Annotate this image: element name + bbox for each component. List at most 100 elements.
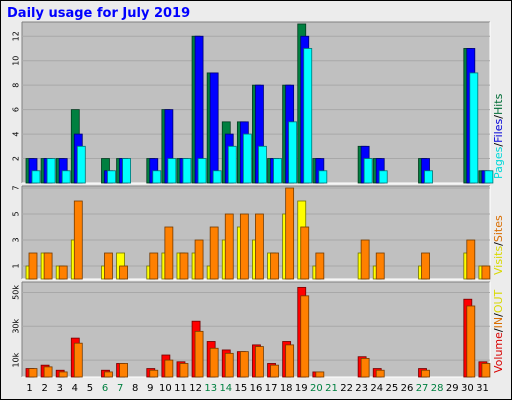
legend-entry: / [492, 328, 505, 332]
bar-sites [360, 239, 370, 280]
bar-in [58, 371, 68, 378]
bar-pages [31, 170, 41, 184]
x-tick-label: 3 [57, 383, 63, 394]
bar-sites [224, 213, 234, 280]
bar-pages [197, 158, 207, 184]
bar-files [209, 72, 219, 184]
x-tick-label: 16 [250, 383, 263, 394]
legend-entry: Volume [492, 332, 505, 373]
x-tick-label: 4 [72, 383, 78, 394]
x-tick-label: 19 [295, 383, 308, 394]
bar-sites [164, 226, 174, 280]
bar-pages [167, 158, 177, 184]
x-tick-label: 17 [265, 383, 278, 394]
bar-sites [209, 226, 219, 280]
bar-sites [466, 239, 476, 280]
bar-pages [273, 158, 282, 184]
x-tick-label: 18 [280, 383, 293, 394]
x-tick-label: 15 [235, 383, 248, 394]
bar-sites [58, 265, 68, 280]
bar-sites [421, 252, 430, 280]
bar-sites [73, 200, 83, 280]
bar-pages [76, 145, 86, 184]
bar-sites [149, 252, 159, 280]
bar-in [285, 344, 295, 378]
y-tick-label: 3 [12, 237, 21, 242]
bar-pages [378, 170, 388, 184]
bar-in [164, 359, 174, 378]
x-tick-label: 31 [476, 383, 489, 394]
bar-in [466, 305, 476, 378]
x-tick-label: 12 [189, 383, 202, 394]
y-tick-label: 10k [12, 352, 21, 367]
bar-in [43, 366, 53, 378]
bar-in [270, 364, 279, 378]
x-tick-label: 30 [461, 383, 474, 394]
x-tick-label: 7 [117, 383, 123, 394]
bar-sites [285, 187, 295, 280]
x-tick-label: 11 [174, 383, 187, 394]
bar-sites [28, 252, 38, 280]
bar-pages [484, 170, 494, 184]
x-tick-label: 2 [41, 383, 47, 394]
bar-in [224, 352, 234, 378]
bar-in [119, 363, 128, 378]
bar-in [209, 347, 219, 378]
y-tick-label: 12 [12, 31, 21, 41]
bar-sites [194, 239, 204, 280]
x-tick-label: 24 [370, 383, 383, 394]
legend-entry: Hits [492, 93, 505, 115]
bar-pages [212, 170, 222, 184]
legend-entry: Files [492, 118, 505, 142]
bar-sites [300, 226, 310, 280]
bar-pages [182, 158, 192, 184]
chart-title: Daily usage for July 2019 [7, 6, 191, 21]
bar-sites [375, 252, 385, 280]
x-tick-label: 21 [325, 383, 338, 394]
y-tick-label: 7 [12, 185, 21, 190]
bar-in [28, 368, 38, 378]
bar-pages [303, 48, 313, 184]
bar-pages [288, 121, 298, 184]
x-tick-label: 5 [87, 383, 93, 394]
bar-pages [107, 170, 116, 184]
bar-in [375, 369, 385, 378]
bar-in [255, 346, 264, 378]
y-tick-label: 10 [12, 56, 21, 66]
y-tick-label: 2 [12, 156, 21, 161]
bar-sites [270, 252, 279, 280]
bar-pages [227, 145, 237, 184]
legend-entry: Pages [492, 146, 505, 179]
bar-sites [315, 252, 325, 280]
bar-pages [318, 170, 328, 184]
x-tick-label: 14 [219, 383, 232, 394]
bar-in [481, 363, 491, 378]
x-tick-label: 6 [102, 383, 108, 394]
bar-in [421, 369, 430, 378]
bar-in [104, 371, 113, 378]
x-tick-label: 22 [340, 383, 353, 394]
y-tick-label: 30k [12, 318, 21, 333]
y-tick-label: 5 [12, 211, 21, 216]
bar-sites [179, 252, 189, 280]
y-tick-label: 8 [12, 83, 21, 88]
bar-pages [61, 170, 71, 184]
legend-entry: OUT [492, 289, 505, 313]
x-tick-label: 20 [310, 383, 323, 394]
bar-pages [363, 158, 373, 184]
bar-pages [242, 133, 252, 184]
bar-sites [481, 265, 491, 280]
bar-pages [46, 158, 56, 184]
legend-entry: Sites [492, 215, 505, 242]
chart-panel-2: 1 3 5 7 Visits/Sites [12, 185, 505, 280]
bar-sites [119, 265, 128, 280]
y-tick-label: 6 [12, 107, 21, 112]
bar-sites [104, 252, 113, 280]
legend-entry: Visits [492, 246, 505, 275]
bar-pages [152, 170, 162, 184]
legend-entry: IN [492, 317, 505, 328]
x-tick-label: 25 [386, 383, 399, 394]
